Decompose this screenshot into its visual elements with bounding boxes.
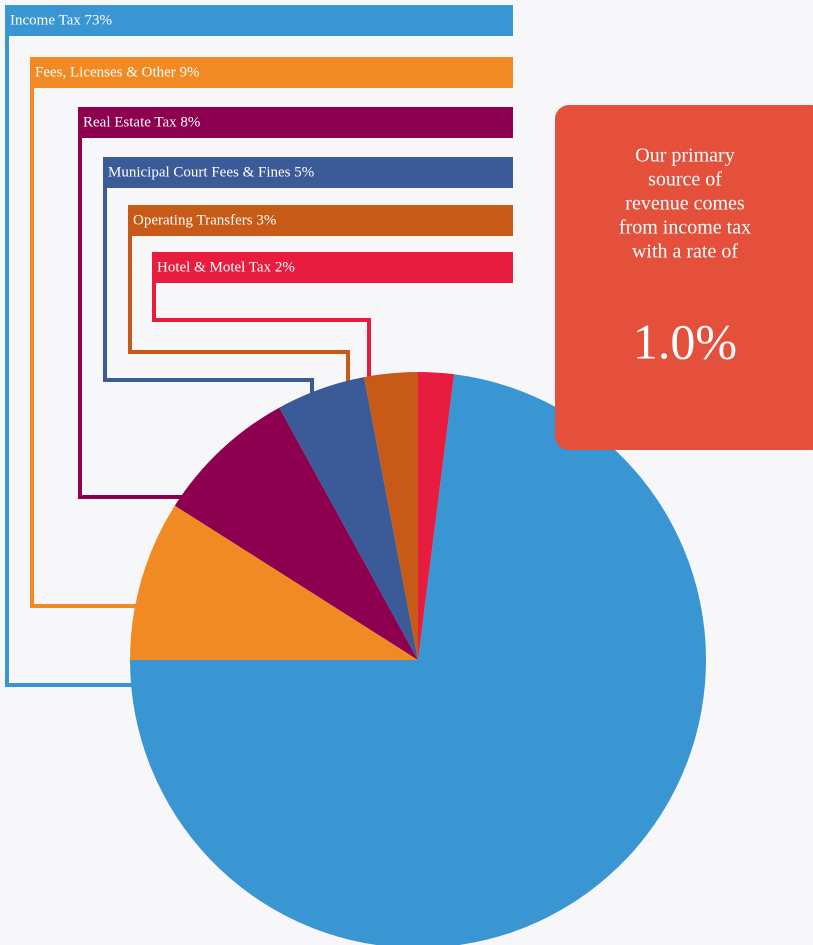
category: Fees, Licenses & Other <box>35 65 176 81</box>
slice-label: Fees, Licenses & Other 9% <box>35 65 200 81</box>
slice <box>130 374 706 945</box>
callout-text: revenue comes <box>625 193 745 215</box>
slice <box>279 377 418 660</box>
value-label: 9% <box>180 65 200 81</box>
leader-line <box>30 88 140 608</box>
callout-text: from income tax <box>619 217 751 239</box>
callout-text: Our primary <box>635 145 734 167</box>
slice <box>174 407 418 660</box>
value-label: 5% <box>294 165 314 181</box>
value-label: 2% <box>275 260 295 276</box>
value-label: 8% <box>180 115 200 131</box>
slice-label: Real Estate Tax 8% <box>83 115 200 131</box>
slice-label: Municipal Court Fees & Fines 5% <box>108 165 314 181</box>
leader-line <box>5 30 135 687</box>
value-label: 73% <box>84 13 112 29</box>
callout-box <box>555 105 813 450</box>
slice <box>418 372 455 660</box>
slice <box>364 372 418 660</box>
callout-highlight: 1.0% <box>633 313 737 369</box>
callout-text: with a rate of <box>632 241 738 263</box>
label-box <box>128 205 513 236</box>
label-box <box>5 5 513 36</box>
label-box <box>78 107 513 138</box>
slice <box>130 505 418 660</box>
label-box <box>30 57 513 88</box>
category: Real Estate Tax <box>83 115 177 131</box>
value-label: 3% <box>256 213 276 229</box>
category: Income Tax <box>10 13 81 29</box>
slice-label: Hotel & Motel Tax 2% <box>157 260 295 276</box>
leader-line <box>128 236 350 382</box>
leader-line <box>103 188 314 395</box>
category: Operating Transfers <box>133 213 253 229</box>
slice-label: Operating Transfers 3% <box>133 213 276 229</box>
label-box <box>152 252 513 283</box>
callout-text: source of <box>648 169 722 191</box>
category: Hotel & Motel Tax <box>157 260 272 276</box>
leader-line <box>152 283 371 378</box>
slice-label: Income Tax 73% <box>10 13 112 29</box>
label-box <box>103 157 513 188</box>
category: Municipal Court Fees & Fines <box>108 165 291 181</box>
leader-line <box>78 138 185 499</box>
